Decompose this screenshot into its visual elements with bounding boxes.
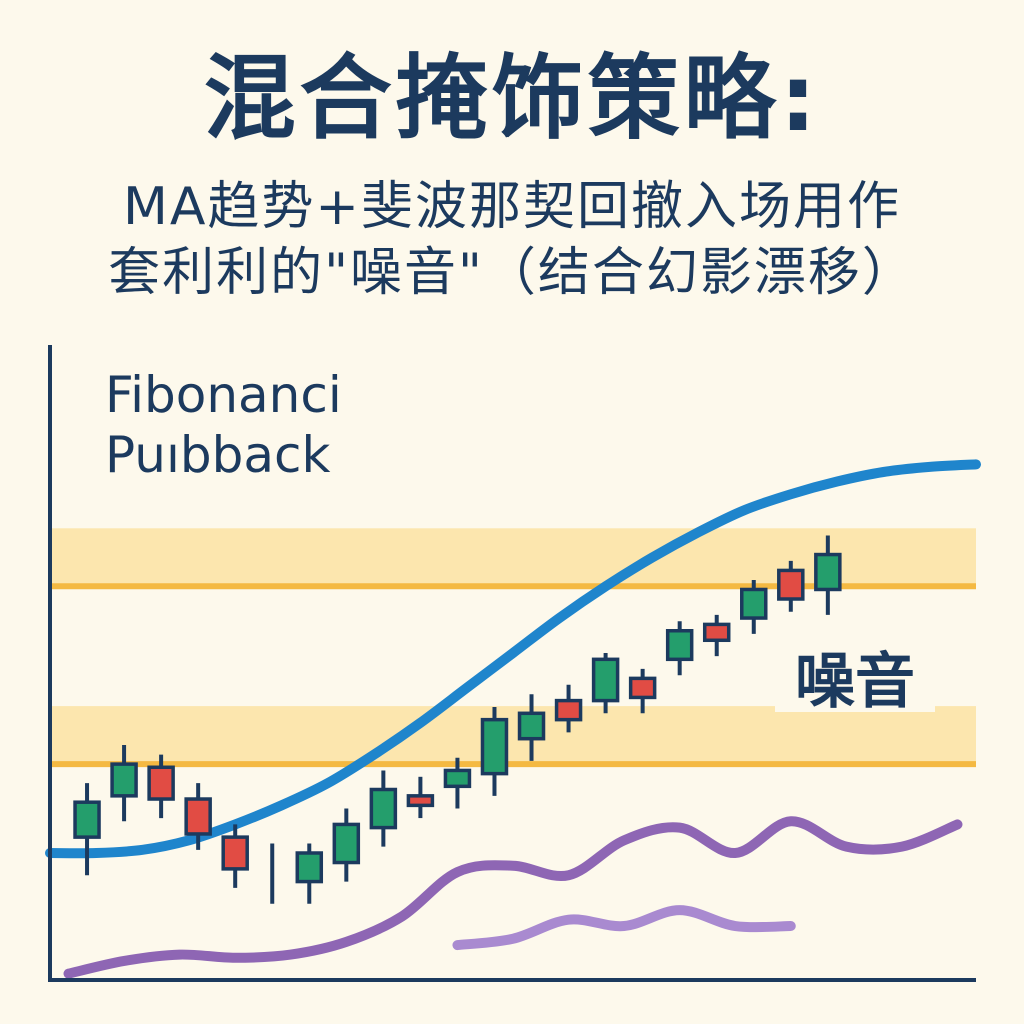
candle-body: [740, 587, 768, 620]
candle-8: [369, 770, 398, 847]
page-title: 混合掩饰策略:: [203, 45, 821, 152]
candle-15: [628, 668, 657, 714]
noise-label: 噪音: [795, 647, 915, 717]
noise-wave-1: [452, 905, 796, 951]
candle-20: [814, 535, 842, 615]
fib-band-1: [52, 706, 976, 765]
candle-3: [184, 783, 212, 850]
candle-body: [184, 797, 212, 836]
candle-14: [591, 652, 620, 714]
candle-body: [443, 768, 472, 789]
candle-16: [665, 621, 694, 676]
candle-10: [443, 757, 472, 809]
candle-body: [777, 568, 805, 601]
candle-body: [665, 629, 694, 662]
candle-body: [295, 851, 324, 884]
candle-19: [777, 560, 805, 612]
candle-body: [628, 676, 657, 700]
candle-body: [221, 835, 249, 871]
candle-7: [332, 808, 361, 882]
candle-body: [554, 698, 583, 722]
candle-11: [480, 706, 509, 796]
candle-body: [147, 765, 175, 801]
candle-body: [517, 711, 546, 741]
subtitle-line-1: MA趋势+斐波那契回撤入场用作: [122, 177, 901, 237]
candle-12: [517, 694, 546, 761]
candle-18: [740, 579, 768, 634]
candle-body: [369, 787, 398, 830]
candle-17: [702, 614, 731, 657]
candle-body: [702, 622, 731, 643]
candle-body: [110, 762, 138, 798]
ma-trend-line: [45, 459, 981, 859]
ma-trend-layer: [45, 459, 981, 859]
candle-body: [480, 717, 509, 776]
candle-body: [591, 657, 620, 703]
candle-body: [814, 552, 842, 592]
candle-1: [110, 745, 138, 822]
noise-waves: [63, 816, 963, 979]
candle-6: [295, 843, 324, 904]
candle-body: [73, 800, 101, 839]
candle-9: [406, 776, 435, 819]
candle-2: [147, 754, 175, 819]
fib-label-line-2: Puıbback: [105, 426, 330, 484]
fib-label-line-1: Fibonanci: [105, 366, 342, 424]
subtitle-line-2: 套利利的"噪音"（结合幻影漂移）: [108, 243, 916, 303]
candle-13: [554, 684, 583, 733]
noise-label-bg: [775, 650, 935, 712]
candle-body: [406, 794, 435, 808]
candle-4: [221, 824, 249, 888]
candle-body: [332, 822, 361, 865]
candle-0: [73, 783, 101, 876]
candles: [73, 535, 842, 904]
noise-wave-0: [63, 816, 963, 979]
